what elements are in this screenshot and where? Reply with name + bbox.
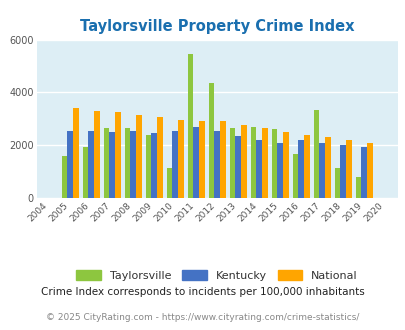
Bar <box>136 115 141 198</box>
Bar <box>157 117 162 198</box>
Bar <box>83 147 88 198</box>
Bar <box>229 128 235 198</box>
Legend: Taylorsville, Kentucky, National: Taylorsville, Kentucky, National <box>76 270 357 281</box>
Bar <box>115 112 120 198</box>
Title: Taylorsville Property Crime Index: Taylorsville Property Crime Index <box>80 19 354 34</box>
Bar <box>220 121 225 198</box>
Bar <box>73 108 79 198</box>
Bar <box>208 83 214 198</box>
Bar <box>366 143 372 198</box>
Bar <box>298 140 303 198</box>
Bar <box>103 128 109 198</box>
Bar <box>250 127 256 198</box>
Bar <box>339 145 345 198</box>
Bar <box>193 127 198 198</box>
Bar <box>277 143 282 198</box>
Bar <box>214 131 220 198</box>
Bar <box>145 135 151 198</box>
Bar <box>355 177 360 198</box>
Bar <box>345 140 351 198</box>
Bar <box>319 143 324 198</box>
Bar <box>109 132 115 198</box>
Bar <box>94 111 99 198</box>
Bar <box>256 140 261 198</box>
Bar <box>292 154 298 198</box>
Bar <box>172 131 177 198</box>
Bar <box>67 131 73 198</box>
Bar <box>151 133 157 198</box>
Bar <box>235 136 241 198</box>
Bar <box>360 147 366 198</box>
Text: © 2025 CityRating.com - https://www.cityrating.com/crime-statistics/: © 2025 CityRating.com - https://www.city… <box>46 313 359 322</box>
Bar <box>261 128 267 198</box>
Bar <box>282 132 288 198</box>
Bar <box>124 128 130 198</box>
Bar <box>62 156 67 198</box>
Bar <box>177 120 183 198</box>
Bar <box>198 121 204 198</box>
Bar <box>303 135 309 198</box>
Bar <box>271 129 277 198</box>
Bar <box>187 54 193 198</box>
Bar <box>88 131 94 198</box>
Bar <box>324 137 330 198</box>
Bar <box>334 168 339 198</box>
Bar <box>130 131 136 198</box>
Bar <box>313 110 319 198</box>
Bar <box>241 125 246 198</box>
Text: Crime Index corresponds to incidents per 100,000 inhabitants: Crime Index corresponds to incidents per… <box>41 287 364 297</box>
Bar <box>166 168 172 198</box>
